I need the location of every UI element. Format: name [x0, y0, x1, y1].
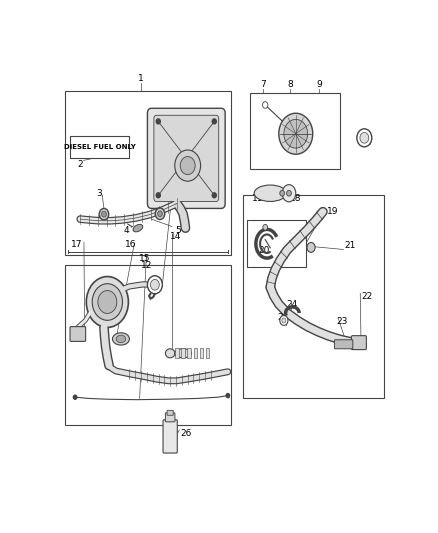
FancyBboxPatch shape [148, 108, 225, 208]
Circle shape [156, 119, 160, 124]
FancyBboxPatch shape [163, 420, 177, 453]
Text: 17: 17 [71, 240, 83, 249]
Text: 19: 19 [327, 207, 338, 216]
Bar [206, 349, 209, 358]
Text: 3: 3 [169, 197, 175, 206]
Bar [247, 220, 306, 267]
Bar [65, 91, 231, 255]
Bar [70, 136, 130, 158]
Text: 3: 3 [96, 189, 102, 198]
Text: 25: 25 [277, 313, 289, 322]
Text: DIESEL FUEL ONLY: DIESEL FUEL ONLY [64, 144, 136, 150]
Text: 2: 2 [78, 160, 83, 169]
Circle shape [175, 150, 201, 181]
Text: 21: 21 [344, 241, 356, 250]
Circle shape [357, 129, 372, 147]
Ellipse shape [254, 185, 286, 201]
Circle shape [99, 208, 109, 220]
Text: 22: 22 [361, 292, 373, 301]
Text: 7: 7 [261, 80, 266, 89]
Circle shape [155, 208, 165, 220]
Bar [65, 265, 231, 425]
Circle shape [158, 211, 162, 216]
Circle shape [284, 119, 307, 148]
Text: 6: 6 [366, 138, 371, 147]
Circle shape [262, 102, 268, 108]
Text: 18: 18 [290, 194, 301, 203]
Text: 26: 26 [180, 429, 192, 438]
Circle shape [307, 243, 315, 252]
Circle shape [92, 284, 123, 320]
Text: 12: 12 [141, 261, 152, 270]
Text: 8: 8 [287, 80, 293, 89]
Bar [200, 349, 203, 358]
Text: 1: 1 [138, 74, 144, 83]
Bar [194, 349, 197, 358]
Bar [187, 349, 191, 358]
Circle shape [156, 193, 160, 198]
Circle shape [226, 393, 230, 398]
Circle shape [263, 224, 268, 230]
Circle shape [86, 277, 128, 327]
Circle shape [102, 211, 106, 217]
Circle shape [212, 119, 216, 124]
Text: 13: 13 [176, 175, 188, 184]
Text: 20: 20 [259, 246, 270, 255]
Text: 11: 11 [252, 194, 264, 203]
Circle shape [151, 279, 159, 290]
Circle shape [148, 276, 162, 294]
Ellipse shape [113, 333, 130, 345]
Circle shape [286, 190, 291, 196]
FancyBboxPatch shape [167, 410, 173, 415]
Text: 15: 15 [139, 254, 151, 263]
FancyBboxPatch shape [351, 336, 366, 350]
Text: 23: 23 [336, 317, 347, 326]
FancyBboxPatch shape [335, 340, 353, 349]
Ellipse shape [133, 224, 143, 232]
FancyBboxPatch shape [70, 327, 86, 342]
Ellipse shape [116, 335, 126, 343]
FancyBboxPatch shape [166, 413, 175, 422]
Bar [175, 349, 179, 358]
Circle shape [180, 157, 195, 175]
Circle shape [98, 290, 117, 313]
Circle shape [279, 113, 313, 154]
Bar [250, 93, 340, 168]
Circle shape [280, 316, 288, 325]
Bar [181, 349, 185, 358]
Circle shape [282, 318, 286, 323]
Circle shape [212, 193, 216, 198]
Text: 10: 10 [280, 134, 291, 143]
Text: 24: 24 [287, 301, 298, 309]
Ellipse shape [166, 349, 175, 358]
Circle shape [74, 395, 77, 399]
Ellipse shape [282, 184, 296, 202]
Text: 16: 16 [125, 240, 137, 249]
Bar [243, 195, 384, 399]
Text: 5: 5 [176, 226, 181, 235]
FancyBboxPatch shape [154, 115, 219, 201]
Text: 4: 4 [123, 226, 129, 235]
Text: 9: 9 [316, 80, 322, 89]
Text: 14: 14 [170, 232, 181, 241]
Circle shape [280, 190, 285, 196]
Ellipse shape [175, 349, 191, 358]
Circle shape [360, 133, 369, 143]
